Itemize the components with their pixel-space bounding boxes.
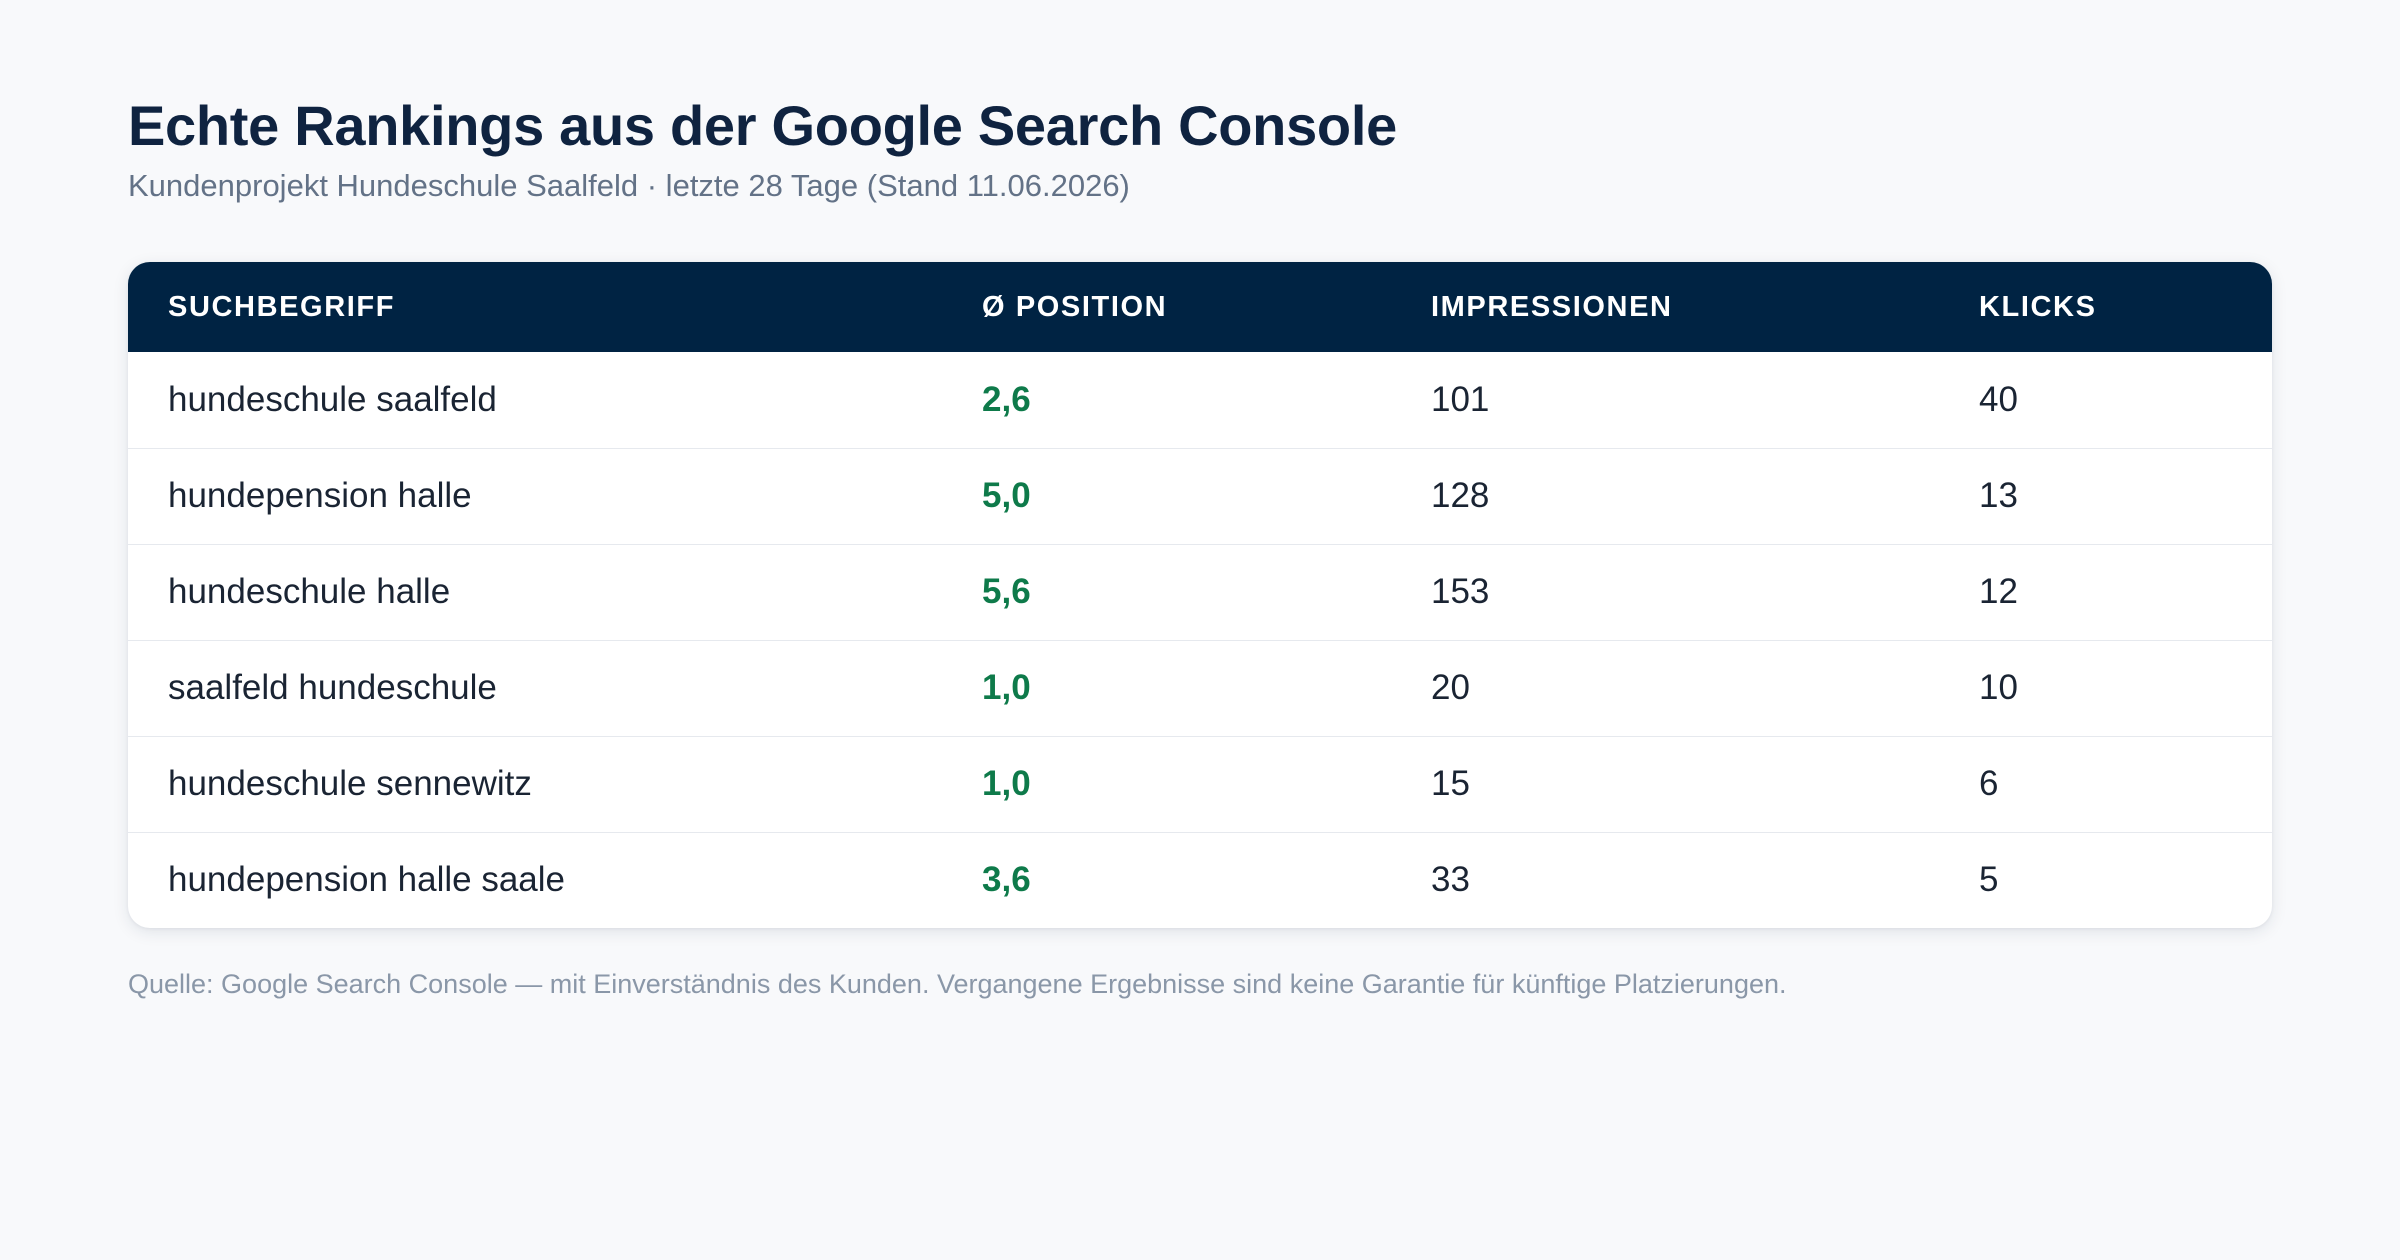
table-row: hundeschule halle 5,6 153 12: [128, 544, 2272, 640]
header-search-term: Suchbegriff: [168, 290, 396, 323]
cell-clicks: 10: [1979, 668, 2018, 707]
cell-avg-position: 1,0: [982, 764, 1031, 803]
cell-impressions: 128: [1431, 476, 1490, 515]
cell-avg-position: 5,0: [982, 476, 1031, 515]
cell-impressions: 15: [1431, 764, 1470, 803]
table-row: hundepension halle saale 3,6 33 5: [128, 832, 2272, 928]
cell-impressions: 101: [1431, 379, 1490, 419]
cell-impressions: 33: [1431, 860, 1470, 900]
table-header-row: Suchbegriff Ø Position Impressionen Klic…: [128, 262, 2272, 352]
cell-clicks: 5: [1979, 860, 1999, 900]
cell-impressions: 20: [1431, 668, 1470, 707]
table-row: hundeschule saalfeld 2,6 101 40: [128, 352, 2272, 448]
source-footnote: Quelle: Google Search Console — mit Einv…: [128, 969, 1787, 999]
cell-avg-position: 2,6: [982, 379, 1031, 419]
page-title: Echte Rankings aus der Google Search Con…: [128, 94, 1397, 157]
cell-clicks: 40: [1979, 379, 2018, 419]
cell-search-term: saalfeld hundeschule: [168, 668, 497, 707]
cell-impressions: 153: [1431, 572, 1490, 611]
rankings-table: Suchbegriff Ø Position Impressionen Klic…: [128, 262, 2272, 928]
cell-clicks: 12: [1979, 572, 2018, 611]
header-impressions: Impressionen: [1431, 290, 1673, 323]
cell-search-term: hundepension halle saale: [168, 860, 565, 900]
rankings-table-card: Suchbegriff Ø Position Impressionen Klic…: [128, 262, 2272, 928]
table-row: hundepension halle 5,0 128 13: [128, 448, 2272, 544]
cell-search-term: hundeschule halle: [168, 572, 451, 611]
cell-search-term: hundeschule saalfeld: [168, 379, 497, 419]
header-avg-position: Ø Position: [982, 290, 1168, 323]
cell-search-term: hundepension halle: [168, 476, 472, 515]
header-clicks: Klicks: [1979, 290, 2097, 323]
cell-clicks: 6: [1979, 764, 1999, 803]
cell-avg-position: 1,0: [982, 668, 1031, 707]
table-header: Suchbegriff Ø Position Impressionen Klic…: [128, 262, 2272, 352]
page-subtitle: Kundenprojekt Hundeschule Saalfeld · let…: [128, 168, 1130, 203]
table-row: hundeschule sennewitz 1,0 15 6: [128, 736, 2272, 832]
table-row: saalfeld hundeschule 1,0 20 10: [128, 640, 2272, 736]
cell-avg-position: 5,6: [982, 572, 1031, 611]
cell-clicks: 13: [1979, 476, 2018, 515]
cell-search-term: hundeschule sennewitz: [168, 764, 532, 803]
cell-avg-position: 3,6: [982, 860, 1031, 900]
table-body: hundeschule saalfeld 2,6 101 40 hundepen…: [128, 352, 2272, 928]
